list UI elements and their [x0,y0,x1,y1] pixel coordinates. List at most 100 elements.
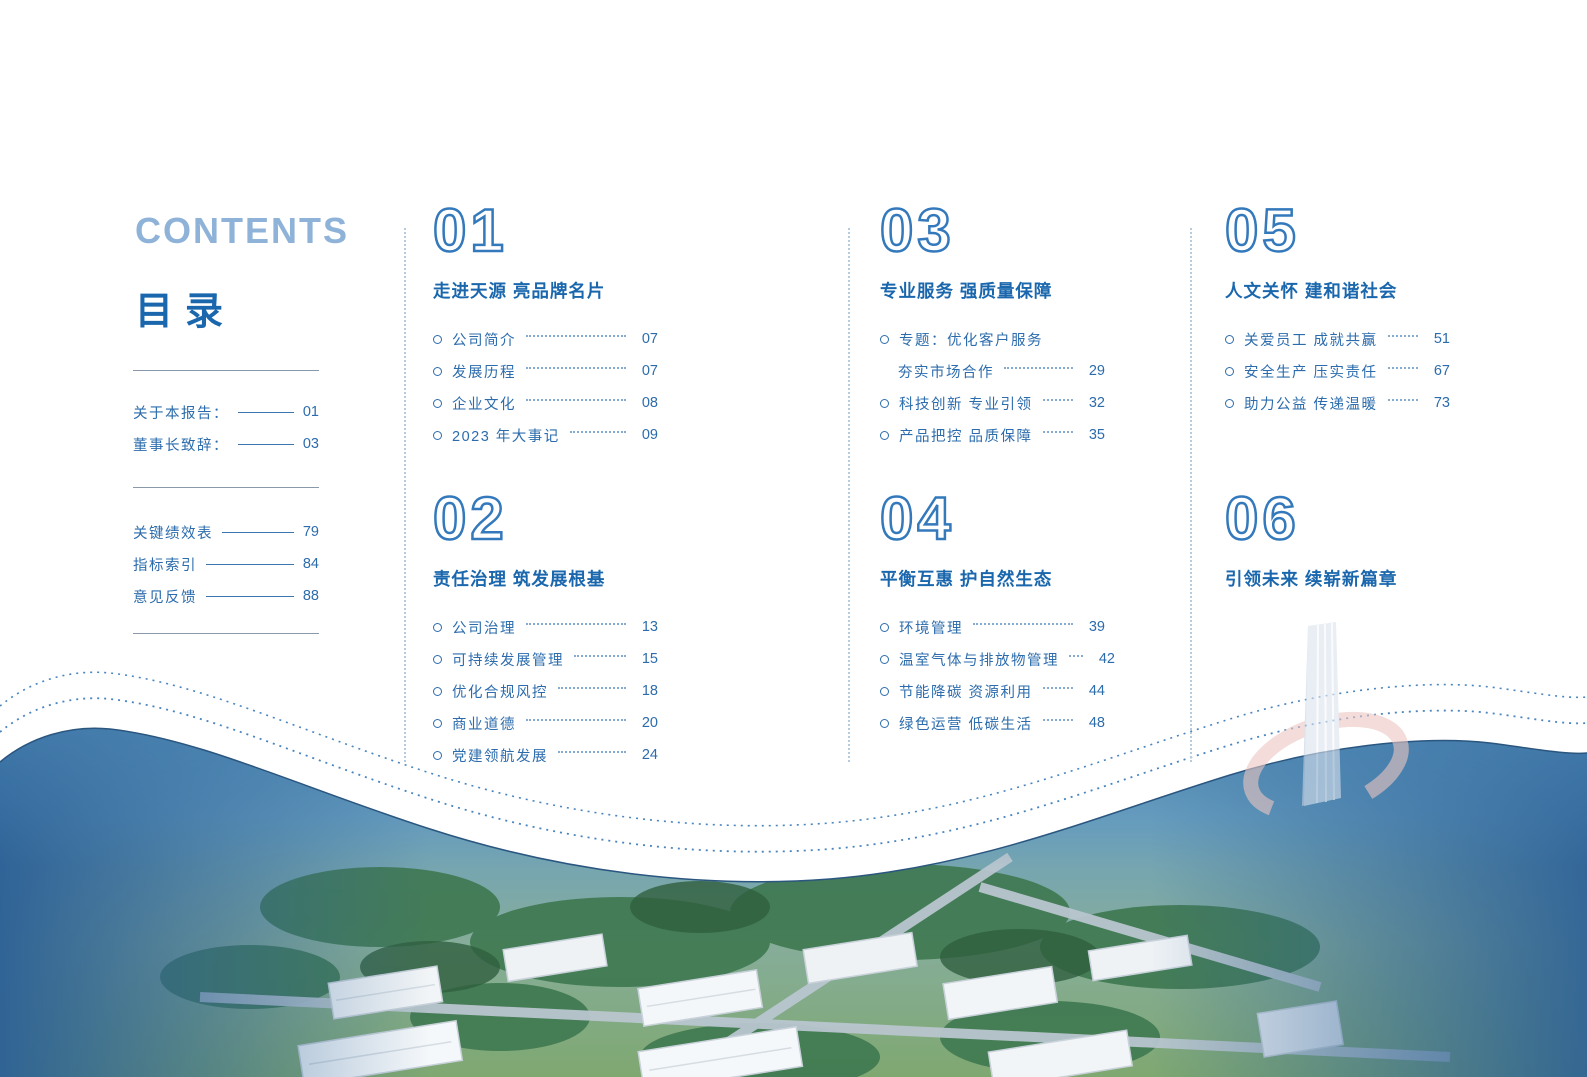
toc-entry-label: 公司简介 [452,332,516,349]
toc-entry[interactable]: 产品把控 品质保障 35 [880,419,1105,451]
page-number: 51 [1433,331,1450,348]
section-number: 05 [1224,197,1300,264]
circle-bullet-icon [433,430,442,440]
leader-line [238,443,294,445]
toc-entry-label: 公司治理 [452,620,516,637]
dotted-leader [558,751,626,754]
dotted-leader [526,367,626,370]
section-title: 专业服务 强质量保障 [880,281,1053,302]
toc-entry[interactable]: 专题：优化客户服务 [880,323,1105,355]
toc-entry[interactable]: 商业道德 20 [433,707,658,739]
toc-entry[interactable]: 党建领航发展 24 [433,739,658,771]
page-number: 18 [641,683,658,700]
sidebar-front-matter-list: 关于本报告： 01 董事长致辞： 03 [133,396,319,460]
circle-bullet-icon [880,622,889,632]
dotted-leader [1387,399,1418,402]
sidebar-toc-entry[interactable]: 意见反馈 88 [133,580,319,612]
toc-entry[interactable]: 节能降碳 资源利用 44 [880,675,1105,707]
sidebar-toc-entry[interactable]: 关于本报告： 01 [133,396,319,428]
sidebar-toc-entry[interactable]: 关键绩效表 79 [133,516,319,548]
toc-entry[interactable]: 环境管理 39 [880,611,1105,643]
toc-entry[interactable]: 绿色运营 低碳生活 48 [880,707,1105,739]
circle-bullet-icon [433,750,442,760]
page-number: 03 [302,436,319,452]
dotted-wave-line [0,697,1587,853]
page-number: 44 [1088,683,1105,700]
page-number: 13 [641,619,658,636]
toc-entry[interactable]: 安全生产 压实责任 67 [1225,355,1450,387]
sidebar-back-matter-list: 关键绩效表 79 指标索引 84 意见反馈 88 [133,516,319,612]
page-number: 29 [1088,363,1105,380]
dotted-column-separator [1190,228,1192,762]
toc-entry-label: 2023 年大事记 [452,428,560,445]
circle-bullet-icon [433,654,442,664]
leader-line [206,595,294,597]
dotted-leader [1042,719,1073,722]
section-06: 06 引领未来 续崭新篇章 [1224,485,1450,591]
section-number: 06 [1224,485,1300,552]
toc-entry-label: 温室气体与排放物管理 [899,652,1059,669]
circle-bullet-icon [1225,366,1234,376]
dotted-leader [1042,687,1073,690]
page-number: 24 [641,747,658,764]
dotted-leader [569,431,626,434]
circle-bullet-icon [433,686,442,696]
page-number: 32 [1088,395,1105,412]
page-number: 35 [1088,427,1105,444]
toc-entry[interactable]: 助力公益 传递温暖 73 [1225,387,1450,419]
page-number: 42 [1098,651,1115,668]
toc-entry-label: 绿色运营 低碳生活 [899,716,1033,733]
contents-title-zh: 目录 [135,291,236,333]
toc-entry[interactable]: 温室气体与排放物管理 42 [880,643,1115,675]
dotted-leader [1387,367,1418,370]
section-number: 04 [879,485,955,552]
circle-bullet-icon [433,334,442,344]
toc-entry[interactable]: 公司治理 13 [433,611,658,643]
circle-bullet-icon [880,686,889,696]
section-01: 01 走进天源 亮品牌名片 公司简介 07 发展历程 07 企业文化 08 2023 年大事记 0… [432,198,658,488]
circle-bullet-icon [880,430,889,440]
circle-bullet-icon [880,334,889,344]
section-title: 平衡互惠 护自然生态 [880,569,1053,590]
toc-entry-label: 关键绩效表 [133,525,213,542]
logo-tower [1304,622,1341,806]
toc-entry-label: 科技创新 专业引领 [899,396,1033,413]
section-item-list: 专题：优化客户服务 夯实市场合作 29 科技创新 专业引领 32 产品把控 品质保障 35 [880,323,1105,451]
page-number: 07 [641,331,658,348]
page-number: 09 [641,427,658,444]
dotted-leader [526,399,626,402]
sidebar-divider [133,633,319,634]
toc-entry[interactable]: 优化合规风控 18 [433,675,658,707]
toc-entry-label: 产品把控 品质保障 [899,428,1033,445]
toc-entry[interactable]: 可持续发展管理 15 [433,643,658,675]
circle-bullet-icon [433,622,442,632]
toc-entry-label: 指标索引 [133,557,197,574]
circle-bullet-icon [1225,334,1234,344]
sidebar-toc-entry[interactable]: 指标索引 84 [133,548,319,580]
circle-bullet-icon [433,718,442,728]
dotted-leader [574,655,626,658]
toc-entry[interactable]: 科技创新 专业引领 32 [880,387,1105,419]
page-number: 79 [302,524,319,540]
toc-entry-label: 环境管理 [899,620,963,637]
section-item-list: 关爱员工 成就共赢 51 安全生产 压实责任 67 助力公益 传递温暖 73 [1225,323,1450,419]
page-number: 15 [641,651,658,668]
toc-entry-label: 优化合规风控 [452,684,548,701]
toc-entry[interactable]: 2023 年大事记 09 [433,419,658,451]
toc-entry[interactable]: 发展历程 07 [433,355,658,387]
toc-entry[interactable]: 企业文化 08 [433,387,658,419]
toc-entry[interactable]: 公司简介 07 [433,323,658,355]
toc-entry-label: 节能降碳 资源利用 [899,684,1033,701]
toc-entry-label: 关爱员工 成就共赢 [1244,332,1378,349]
toc-column-3: 05 人文关怀 建和谐社会 关爱员工 成就共赢 51 安全生产 压实责任 67 助力公益 传… [1224,197,1450,591]
toc-entry[interactable]: 夯实市场合作 29 [880,355,1105,387]
toc-entry-label: 关于本报告： [133,405,229,422]
circle-bullet-icon [880,398,889,408]
toc-entry[interactable]: 关爱员工 成就共赢 51 [1225,323,1450,355]
page-number: 20 [641,715,658,732]
building-ring-logo-watermark [1243,622,1409,821]
sidebar-toc-entry[interactable]: 董事长致辞： 03 [133,428,319,460]
section-number: 02 [432,485,508,552]
wave-edge [0,727,1587,883]
page-number: 67 [1433,363,1450,380]
